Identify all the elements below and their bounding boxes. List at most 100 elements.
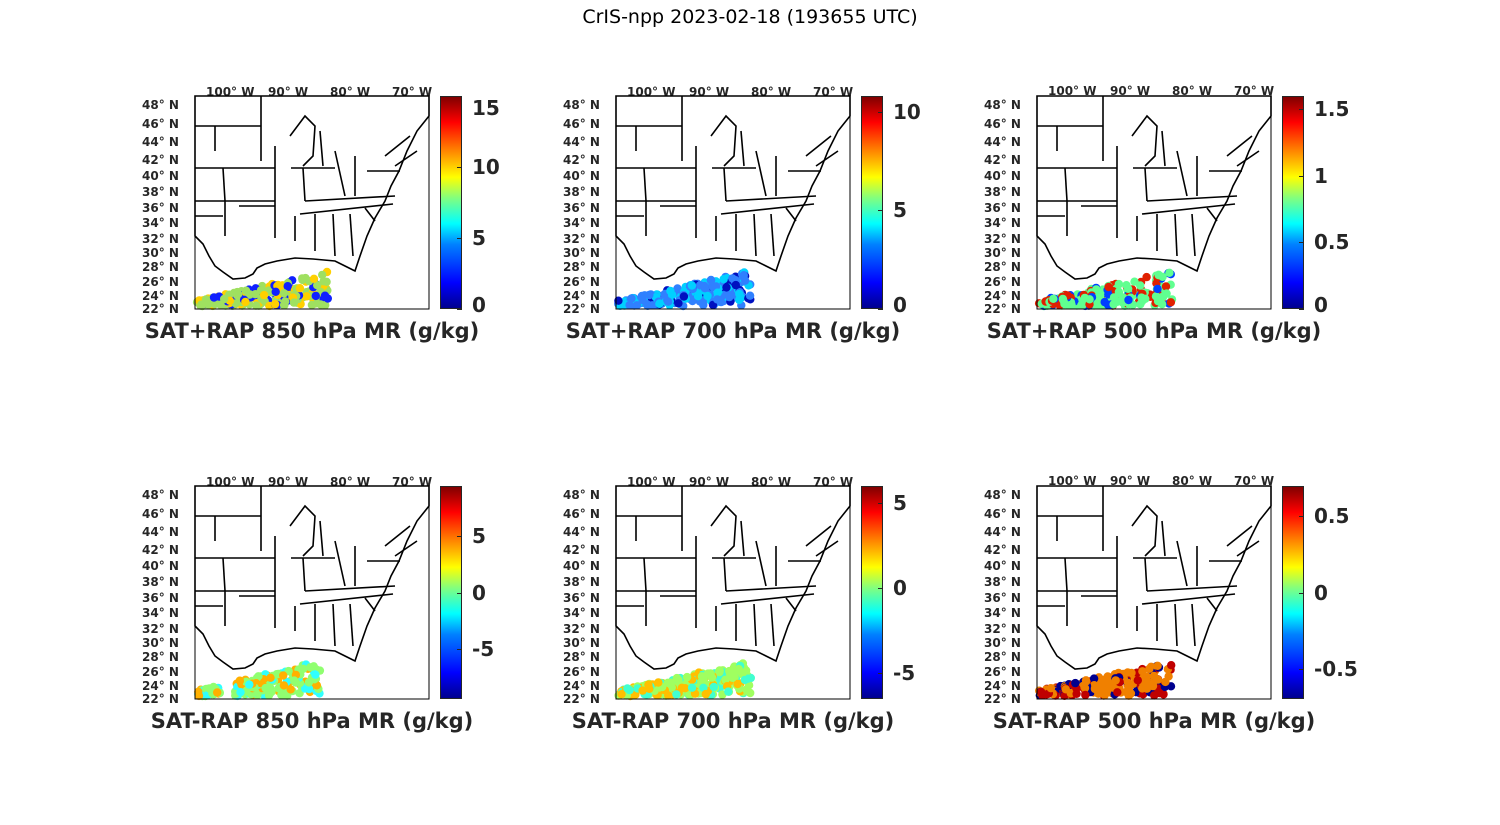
colorbar-tick-mark [878,210,883,212]
observation-dot [235,676,245,686]
state-border [1226,135,1253,157]
map-plot-area [194,485,430,701]
colorbar-tick-mark [1299,592,1304,594]
observation-dot [1142,684,1152,693]
lat-tick-label: 26° N [984,665,1021,679]
colorbar-tick-label: -5 [472,636,495,661]
state-border [755,540,767,587]
state-border [1176,540,1188,587]
colorbar-tick-mark [878,588,883,590]
observation-dot [687,683,697,692]
observation-dot [210,299,219,309]
panel-title: SAT+RAP 850 hPa MR (g/kg) [144,319,480,343]
observation-dot [655,299,664,308]
lat-tick-label: 30° N [142,636,179,650]
observation-dot [679,292,689,301]
lat-tick-label: 46° N [984,507,1021,521]
lon-tick-label: 100° W [1048,474,1097,488]
observation-dot [1142,272,1151,282]
lat-tick-label: 36° N [563,201,600,215]
lat-tick-label: 38° N [984,575,1021,589]
observation-dot [1049,294,1058,303]
observation-dot [322,277,331,286]
observation-dot [644,680,653,689]
lat-tick-label: 36° N [984,591,1021,605]
observation-dot [1046,684,1056,693]
lat-tick-label: 26° N [563,275,600,289]
colorbar-tick-mark [457,648,462,650]
map-panel-1: 100° W 90° W 80° W 70° W 48° N 46° N 44° N 42° … [120,56,500,356]
observation-dot [699,300,708,310]
colorbar-tick-mark [878,309,883,310]
lat-tick-label: 42° N [563,153,600,167]
lat-tick-label: 30° N [984,246,1021,260]
observation-dot [733,679,742,689]
observation-dot [241,297,250,307]
lat-tick-label: 44° N [563,525,600,539]
state-border [299,203,394,215]
observation-dot [1161,282,1171,291]
observation-dot [270,299,280,309]
lat-tick-label: 32° N [142,232,179,246]
observation-dot [1067,300,1076,310]
observation-dot [1145,664,1154,673]
colorbar-tick-label: 15 [472,96,500,120]
lat-tick-label: 22° N [142,692,179,706]
state-border [394,540,418,557]
lat-tick-label: 48° N [984,98,1021,112]
observation-dot [1101,684,1110,693]
observation-dot [1124,295,1133,305]
state-border [740,520,745,557]
lat-tick-label: 30° N [563,246,600,260]
map-panel-3: 100° W 90° W 80° W 70° W 48° N 46° N 44° N 42° … [962,56,1349,356]
colorbar-tick-mark [1299,516,1304,518]
state-border [1146,195,1238,202]
observation-dot [1137,293,1146,302]
lat-tick-label: 24° N [984,679,1021,693]
observation-dot [197,300,206,309]
lat-tick-label: 24° N [142,679,179,693]
lat-tick-label: 44° N [563,135,600,149]
lat-tick-label: 22° N [563,692,600,706]
lat-tick-label: 22° N [563,302,600,316]
observation-dot [638,686,647,695]
state-border [725,585,817,592]
state-border [1131,114,1158,167]
observation-dot [614,296,623,305]
observation-dot [1082,677,1091,686]
lat-tick-label: 26° N [142,665,179,679]
colorbar-tick-mark [1299,242,1304,244]
observation-dot [311,291,320,301]
lat-tick-label: 32° N [984,622,1021,636]
lat-tick-label: 26° N [984,275,1021,289]
observation-dot [701,689,710,699]
state-border [720,203,815,215]
map-panel-6: 100° W 90° W 80° W 70° W 48° N 46° N 44° N 42° … [962,446,1358,746]
observation-dot [213,688,222,697]
lat-tick-label: 34° N [563,606,600,620]
observation-dot [266,673,275,682]
observation-dot [194,691,204,701]
observation-dot [259,290,269,300]
observation-dot [695,281,705,290]
observation-dot [1123,668,1132,677]
observation-dot [672,673,682,683]
lat-tick-label: 38° N [984,185,1021,199]
observation-dot [281,297,290,306]
colorbar [440,96,462,309]
state-border [710,504,737,557]
observation-dot [1100,297,1109,307]
observation-dot [261,683,270,693]
colorbar-tick-label: 10 [472,155,500,179]
lat-tick-label: 40° N [563,559,600,573]
observation-dot [232,290,242,300]
observation-dot [742,685,751,694]
map-plot-area [614,485,851,701]
map-plot-area [1035,485,1272,700]
observation-dot [252,301,261,310]
map-plot-area [1034,95,1272,311]
colorbar-tick-mark [457,592,462,594]
observation-dot [1114,287,1124,297]
observation-dot [307,300,317,310]
lon-tick-label: 70° W [1234,474,1275,488]
